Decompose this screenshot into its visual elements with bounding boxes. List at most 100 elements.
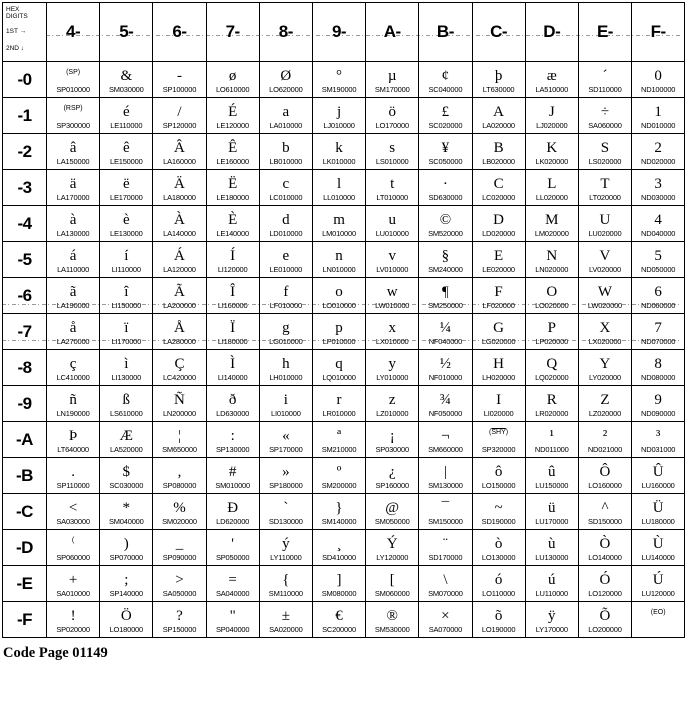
cell-d9: R LR020000 — [524, 385, 578, 421]
cell-glyph: ¨ — [442, 536, 448, 552]
cell-glyph: 0 — [654, 68, 662, 84]
cell-glyph: L — [547, 176, 557, 192]
cell-glyph: [ — [389, 572, 395, 588]
cell-code: NF040000 — [428, 337, 463, 346]
cell-code: LK020000 — [535, 157, 569, 166]
cell-glyph: c — [282, 176, 290, 192]
cell-glyph: 7 — [654, 320, 662, 336]
cell-glyph: ? — [176, 608, 183, 624]
cell-glyph: ´ — [602, 68, 608, 84]
cell-e8: Y LY020000 — [577, 349, 632, 385]
cell-f7: 7 ND070000 — [631, 313, 685, 349]
cell-code: LY020000 — [588, 373, 621, 382]
cell-code: SM150000 — [428, 517, 463, 526]
cell-8e: {SM110000 — [258, 565, 312, 601]
cell-glyph: ï — [124, 320, 129, 336]
cell-bd: ¨ SD170000 — [418, 529, 472, 565]
cell-98: q LQ010000 — [311, 349, 366, 385]
cell-glyph: © — [439, 212, 452, 228]
cell-code: SC020000 — [428, 121, 463, 130]
cell-7e: = SA040000 — [205, 565, 259, 601]
cell-5a: Æ LA520000 — [99, 421, 153, 457]
cell-b6: ¶ SM250000 — [418, 277, 472, 313]
cell-glyph: V — [599, 248, 611, 264]
cell-glyph: 4 — [654, 212, 662, 228]
cell-glyph: i — [283, 392, 288, 408]
cell-6d: _ SP090000 — [152, 529, 206, 565]
cell-code: LI140000 — [217, 373, 248, 382]
column-header-6: 6- — [152, 2, 206, 61]
cell-d2: K LK020000 — [524, 133, 578, 169]
cell-code: LZ010000 — [376, 409, 409, 418]
cell-glyph: ¢ — [441, 68, 450, 84]
cell-glyph: X — [599, 320, 611, 336]
cell-code: SA060000 — [588, 121, 622, 130]
column-header-8: 8- — [258, 2, 312, 61]
cell-glyph: · — [442, 176, 448, 192]
cell-cc: ~ SD190000 — [471, 493, 525, 529]
cell-e9: Z LZ020000 — [577, 385, 632, 421]
cell-d5: N LN020000 — [524, 241, 578, 277]
cell-a5: v LV010000 — [365, 241, 419, 277]
cell-code: LB020000 — [482, 157, 515, 166]
cell-glyph: p — [335, 320, 343, 336]
cell-glyph: ö — [388, 104, 396, 120]
cell-glyph: ¦ — [177, 428, 181, 444]
cell-code: LE120000 — [216, 121, 249, 130]
cell-dd: ù LU130000 — [524, 529, 578, 565]
cell-54: è LE130000 — [99, 205, 153, 241]
cell-glyph: a — [282, 104, 290, 120]
cell-glyph: ; — [124, 572, 129, 588]
cell-glyph: y — [388, 356, 396, 372]
cell-glyph: ¼ — [439, 320, 452, 336]
cell-48: ç LC410000 — [46, 349, 100, 385]
cell-b2: ¥ SC050000 — [418, 133, 472, 169]
cell-glyph: ¿ — [388, 464, 396, 480]
cell-af: ® SM530000 — [365, 601, 419, 637]
cell-4c: < SA030000 — [46, 493, 100, 529]
cell-glyph: ð — [228, 392, 237, 408]
cell-e5: V LV020000 — [577, 241, 632, 277]
cell-7f: " SP040000 — [205, 601, 259, 637]
cell-glyph: € — [335, 608, 343, 624]
cell-glyph: o — [335, 284, 343, 300]
cell-89: i LI010000 — [258, 385, 312, 421]
cell-ef: Õ LO200000 — [577, 601, 632, 637]
cell-code: LF020000 — [482, 301, 515, 310]
cell-glyph: Ë — [228, 176, 238, 192]
cell-64: À LA140000 — [152, 205, 206, 241]
cell-d0: æ LA510000 — [524, 61, 578, 97]
cell-74: È LE140000 — [205, 205, 259, 241]
cell-code — [632, 625, 684, 637]
cell-code: LD020000 — [482, 229, 516, 238]
cell-84: d LD010000 — [258, 205, 312, 241]
cell-code: LA120000 — [163, 265, 196, 274]
row-header-c: -C — [2, 493, 46, 529]
cell-code: LN200000 — [162, 409, 196, 418]
cell-glyph: Q — [546, 356, 558, 372]
cell-99: r LR010000 — [311, 385, 366, 421]
cell-code: SA010000 — [56, 589, 90, 598]
cell-code: ND070000 — [641, 337, 676, 346]
cell-8d: ý LY110000 — [258, 529, 312, 565]
cell-eb: Ô LO160000 — [577, 457, 632, 493]
cell-code: LR020000 — [535, 409, 569, 418]
cell-6e: > SA050000 — [152, 565, 206, 601]
cell-code: LO170000 — [375, 121, 410, 130]
cell-code: LV020000 — [588, 265, 621, 274]
cell-code: SP130000 — [215, 445, 250, 454]
cell-49: ñ LN190000 — [46, 385, 100, 421]
cell-code: LI120000 — [217, 265, 248, 274]
cell-glyph: $ — [122, 464, 131, 480]
second-digit-label-down-arrow-icon: 2ND ↓ — [6, 45, 25, 52]
cell-glyph: Ô — [599, 464, 611, 480]
cell-c9: I LI020000 — [471, 385, 525, 421]
cell-7a: : SP130000 — [205, 421, 259, 457]
row-header-e: -E — [2, 565, 46, 601]
cell-glyph: º — [336, 464, 342, 480]
cell-glyph: É — [228, 104, 238, 120]
cell-code: LQ020000 — [535, 373, 569, 382]
cell-c0: þ LT630000 — [471, 61, 525, 97]
cell-glyph: ³ — [655, 428, 661, 444]
cell-code: ND011000 — [534, 445, 569, 454]
